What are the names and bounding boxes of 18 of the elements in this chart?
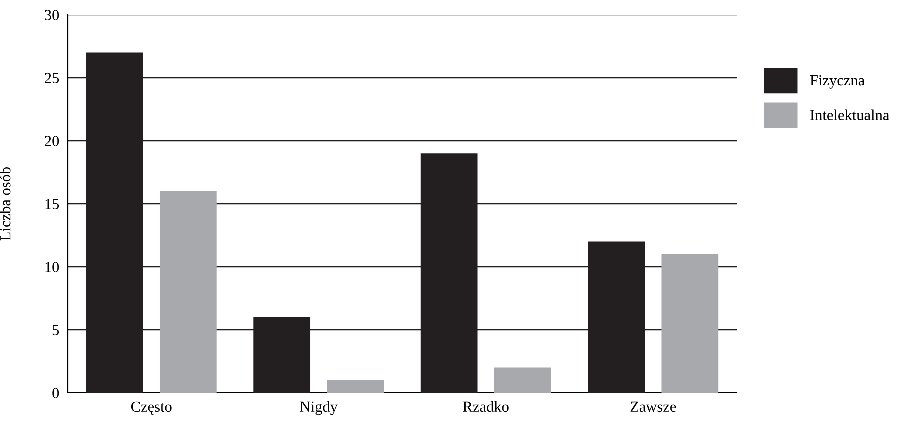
bar [160, 191, 217, 393]
y-tick-label: 30 [45, 10, 60, 20]
y-tick-label: 10 [46, 262, 60, 272]
y-tick-label: 20 [45, 136, 60, 146]
x-tick-label: Rzadko [463, 401, 509, 412]
legend-label: Fizyczna [810, 75, 865, 89]
y-tick-label: 25 [45, 73, 60, 84]
y-tick-label: 0 [52, 388, 60, 398]
y-tick-label: 15 [46, 199, 60, 210]
x-tick-label: Nigdy [300, 401, 338, 416]
bar [494, 368, 552, 393]
y-tick-label: 5 [52, 325, 60, 336]
legend-label: Intelektualna [810, 110, 890, 120]
x-tick-label: Często [131, 402, 172, 415]
x-tick-label: Zawsze [630, 402, 676, 412]
y-axis-title: Liczba osób [0, 167, 11, 241]
bar [327, 380, 384, 393]
bar [662, 254, 719, 393]
